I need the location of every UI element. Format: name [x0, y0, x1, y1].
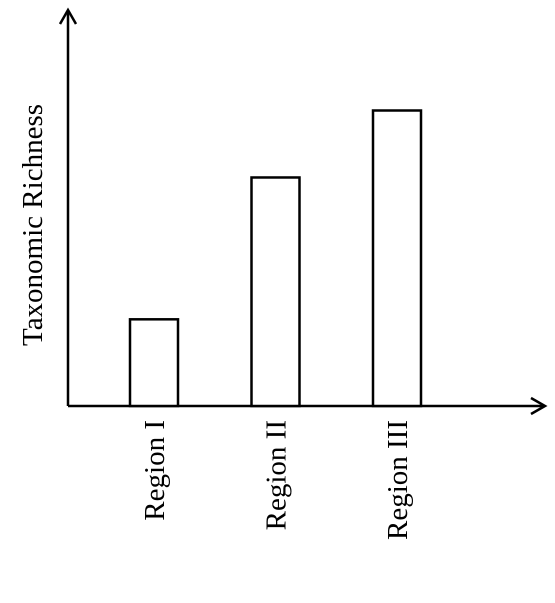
y-axis-arrow	[58, 7, 78, 25]
x-tick-label: Region III	[382, 420, 414, 540]
y-axis-label: Taxonomic Richness	[17, 104, 49, 346]
x-tick-label: Region I	[139, 420, 171, 521]
bar	[128, 318, 180, 408]
bar	[371, 109, 423, 408]
x-tick-label: Region II	[261, 420, 293, 530]
bar	[250, 176, 301, 408]
x-axis-arrow	[530, 396, 548, 416]
